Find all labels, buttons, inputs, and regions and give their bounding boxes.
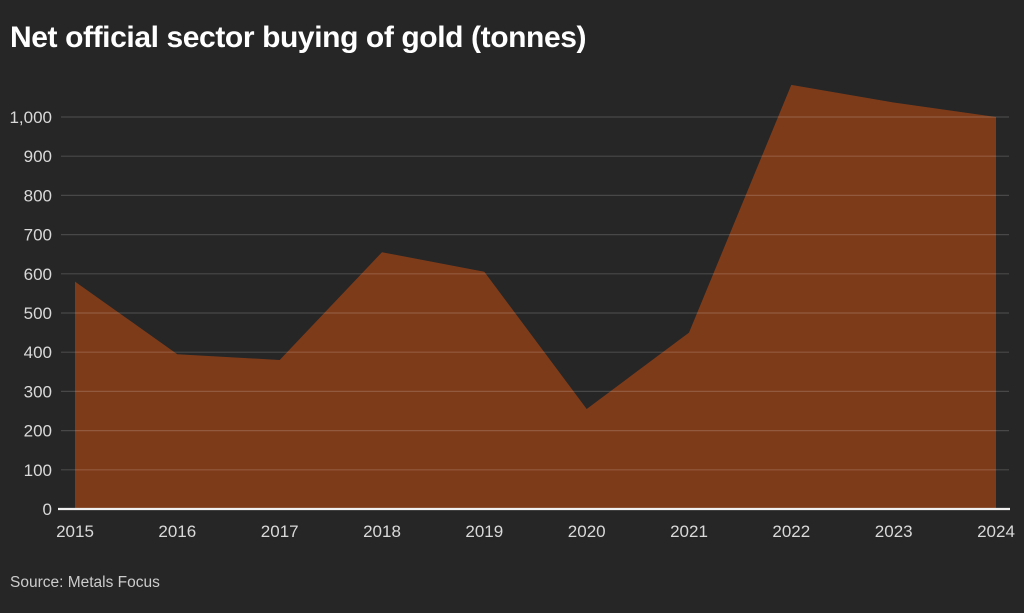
y-axis-label: 0 [43,500,52,519]
x-axis-label: 2020 [568,522,606,541]
y-axis-label: 800 [24,186,52,205]
y-axis-label: 1,000 [9,108,52,127]
x-axis-label: 2015 [56,522,94,541]
y-axis-label: 400 [24,343,52,362]
y-axis-label: 700 [24,226,52,245]
x-axis-label: 2019 [465,522,503,541]
y-axis-label: 300 [24,382,52,401]
y-axis-label: 600 [24,265,52,284]
y-axis-label: 500 [24,304,52,323]
x-axis-label: 2018 [363,522,401,541]
y-axis-label: 200 [24,422,52,441]
x-axis-label: 2024 [977,522,1015,541]
y-axis-label: 900 [24,147,52,166]
source-label: Source: Metals Focus [10,574,160,591]
x-axis-label: 2016 [158,522,196,541]
x-axis-label: 2022 [772,522,810,541]
chart-title: Net official sector buying of gold (tonn… [10,21,587,54]
area-series [75,84,996,510]
x-axis-label: 2017 [261,522,299,541]
x-axis-label: 2021 [670,522,708,541]
x-axis-label: 2023 [875,522,913,541]
y-axis-label: 100 [24,461,52,480]
